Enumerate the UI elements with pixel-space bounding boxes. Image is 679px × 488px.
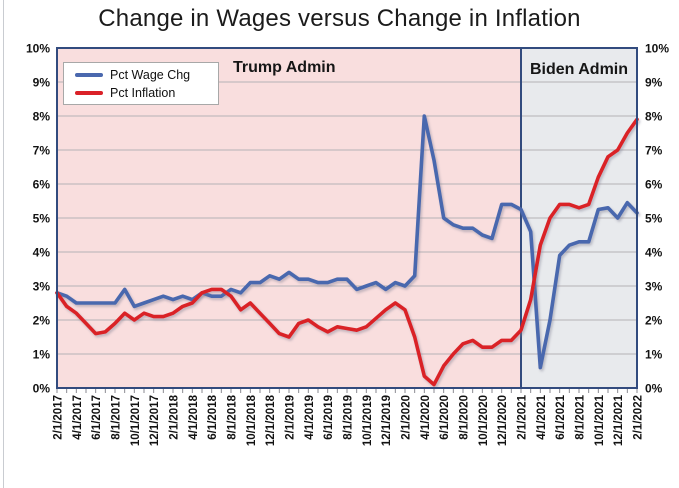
x-axis-label: 12/1/2017 [149,395,161,446]
y-axis-label-right: 2% [645,314,663,328]
x-axis-label: 2/1/2017 [53,395,65,440]
y-axis-label-left: 5% [33,212,51,226]
y-axis-label-left: 0% [33,382,51,396]
y-axis-label-left: 6% [33,178,51,192]
y-axis-label-left: 1% [33,348,51,362]
legend: Pct Wage Chg Pct Inflation [63,62,219,105]
x-axis-label: 2/1/2021 [517,394,529,439]
x-axis-label: 10/1/2021 [594,394,606,446]
y-axis-label-left: 7% [33,144,51,158]
x-axis-label: 6/1/2017 [91,395,103,440]
wage-line-marker [75,72,103,77]
x-axis-label: 8/1/2019 [343,395,355,440]
y-axis-label-right: 1% [645,348,663,362]
y-axis-label-right: 0% [645,382,663,396]
y-axis-label-right: 8% [645,110,663,124]
y-axis-label-right: 6% [645,178,663,192]
x-axis-label: 6/1/2019 [323,395,335,440]
chart-title: Change in Wages versus Change in Inflati… [98,5,581,32]
x-axis-label: 10/1/2020 [478,395,490,446]
x-axis-label: 6/1/2020 [439,395,451,440]
x-axis-label: 4/1/2019 [304,395,316,440]
x-axis-label: 12/1/2020 [497,395,509,446]
x-axis-label: 4/1/2018 [188,394,200,439]
y-axis-label-left: 10% [26,42,50,56]
x-axis-label: 2/1/2018 [169,394,181,439]
y-axis-label-right: 3% [645,280,663,294]
legend-item-wage: Pct Wage Chg [75,66,218,83]
x-axis-label: 12/1/2021 [613,394,625,446]
y-axis-label-left: 8% [33,110,51,124]
legend-item-inflation: Pct Inflation [75,84,218,101]
y-axis-label-right: 4% [645,246,663,260]
x-axis-label: 10/1/2017 [130,395,142,446]
x-axis-label: 8/1/2020 [459,395,471,440]
x-axis-label: 8/1/2017 [111,395,123,440]
y-axis-label-right: 7% [645,144,663,158]
x-axis-label: 4/1/2021 [536,394,548,439]
trump-admin-label: Trump Admin [233,59,336,76]
y-axis-label-left: 2% [33,314,51,328]
x-axis-label: 10/1/2019 [362,395,374,446]
x-axis-label: 12/1/2019 [381,395,393,446]
x-axis-label: 8/1/2021 [575,394,587,439]
x-axis-label: 2/1/2020 [401,395,413,440]
y-axis-label-left: 9% [33,76,51,90]
x-axis-label: 4/1/2020 [420,395,432,440]
y-axis-label-left: 3% [33,280,51,294]
x-axis-label: 2/1/2022 [633,395,645,440]
x-axis-label: 6/1/2018 [207,394,219,439]
x-axis-label: 2/1/2019 [285,395,297,440]
inflation-line [55,117,639,387]
y-axis-label-left: 4% [33,246,51,260]
legend-label-wage: Pct Wage Chg [110,67,191,82]
wage-line [55,114,639,370]
legend-label-inflation: Pct Inflation [110,85,176,100]
x-axis-label: 4/1/2017 [72,395,84,440]
x-axis-label: 10/1/2018 [246,394,258,446]
plot-border [56,47,638,389]
left-edge-line [3,0,4,488]
x-axis-label: 8/1/2018 [227,394,239,439]
y-axis-label-right: 9% [645,76,663,90]
x-axis-label: 12/1/2018 [265,394,277,446]
y-axis-label-right: 10% [645,42,669,56]
x-axis-label: 6/1/2021 [555,394,567,439]
y-axis-label-right: 5% [645,212,663,226]
biden-admin-label: Biden Admin [529,61,629,78]
inflation-line-marker [75,90,103,95]
